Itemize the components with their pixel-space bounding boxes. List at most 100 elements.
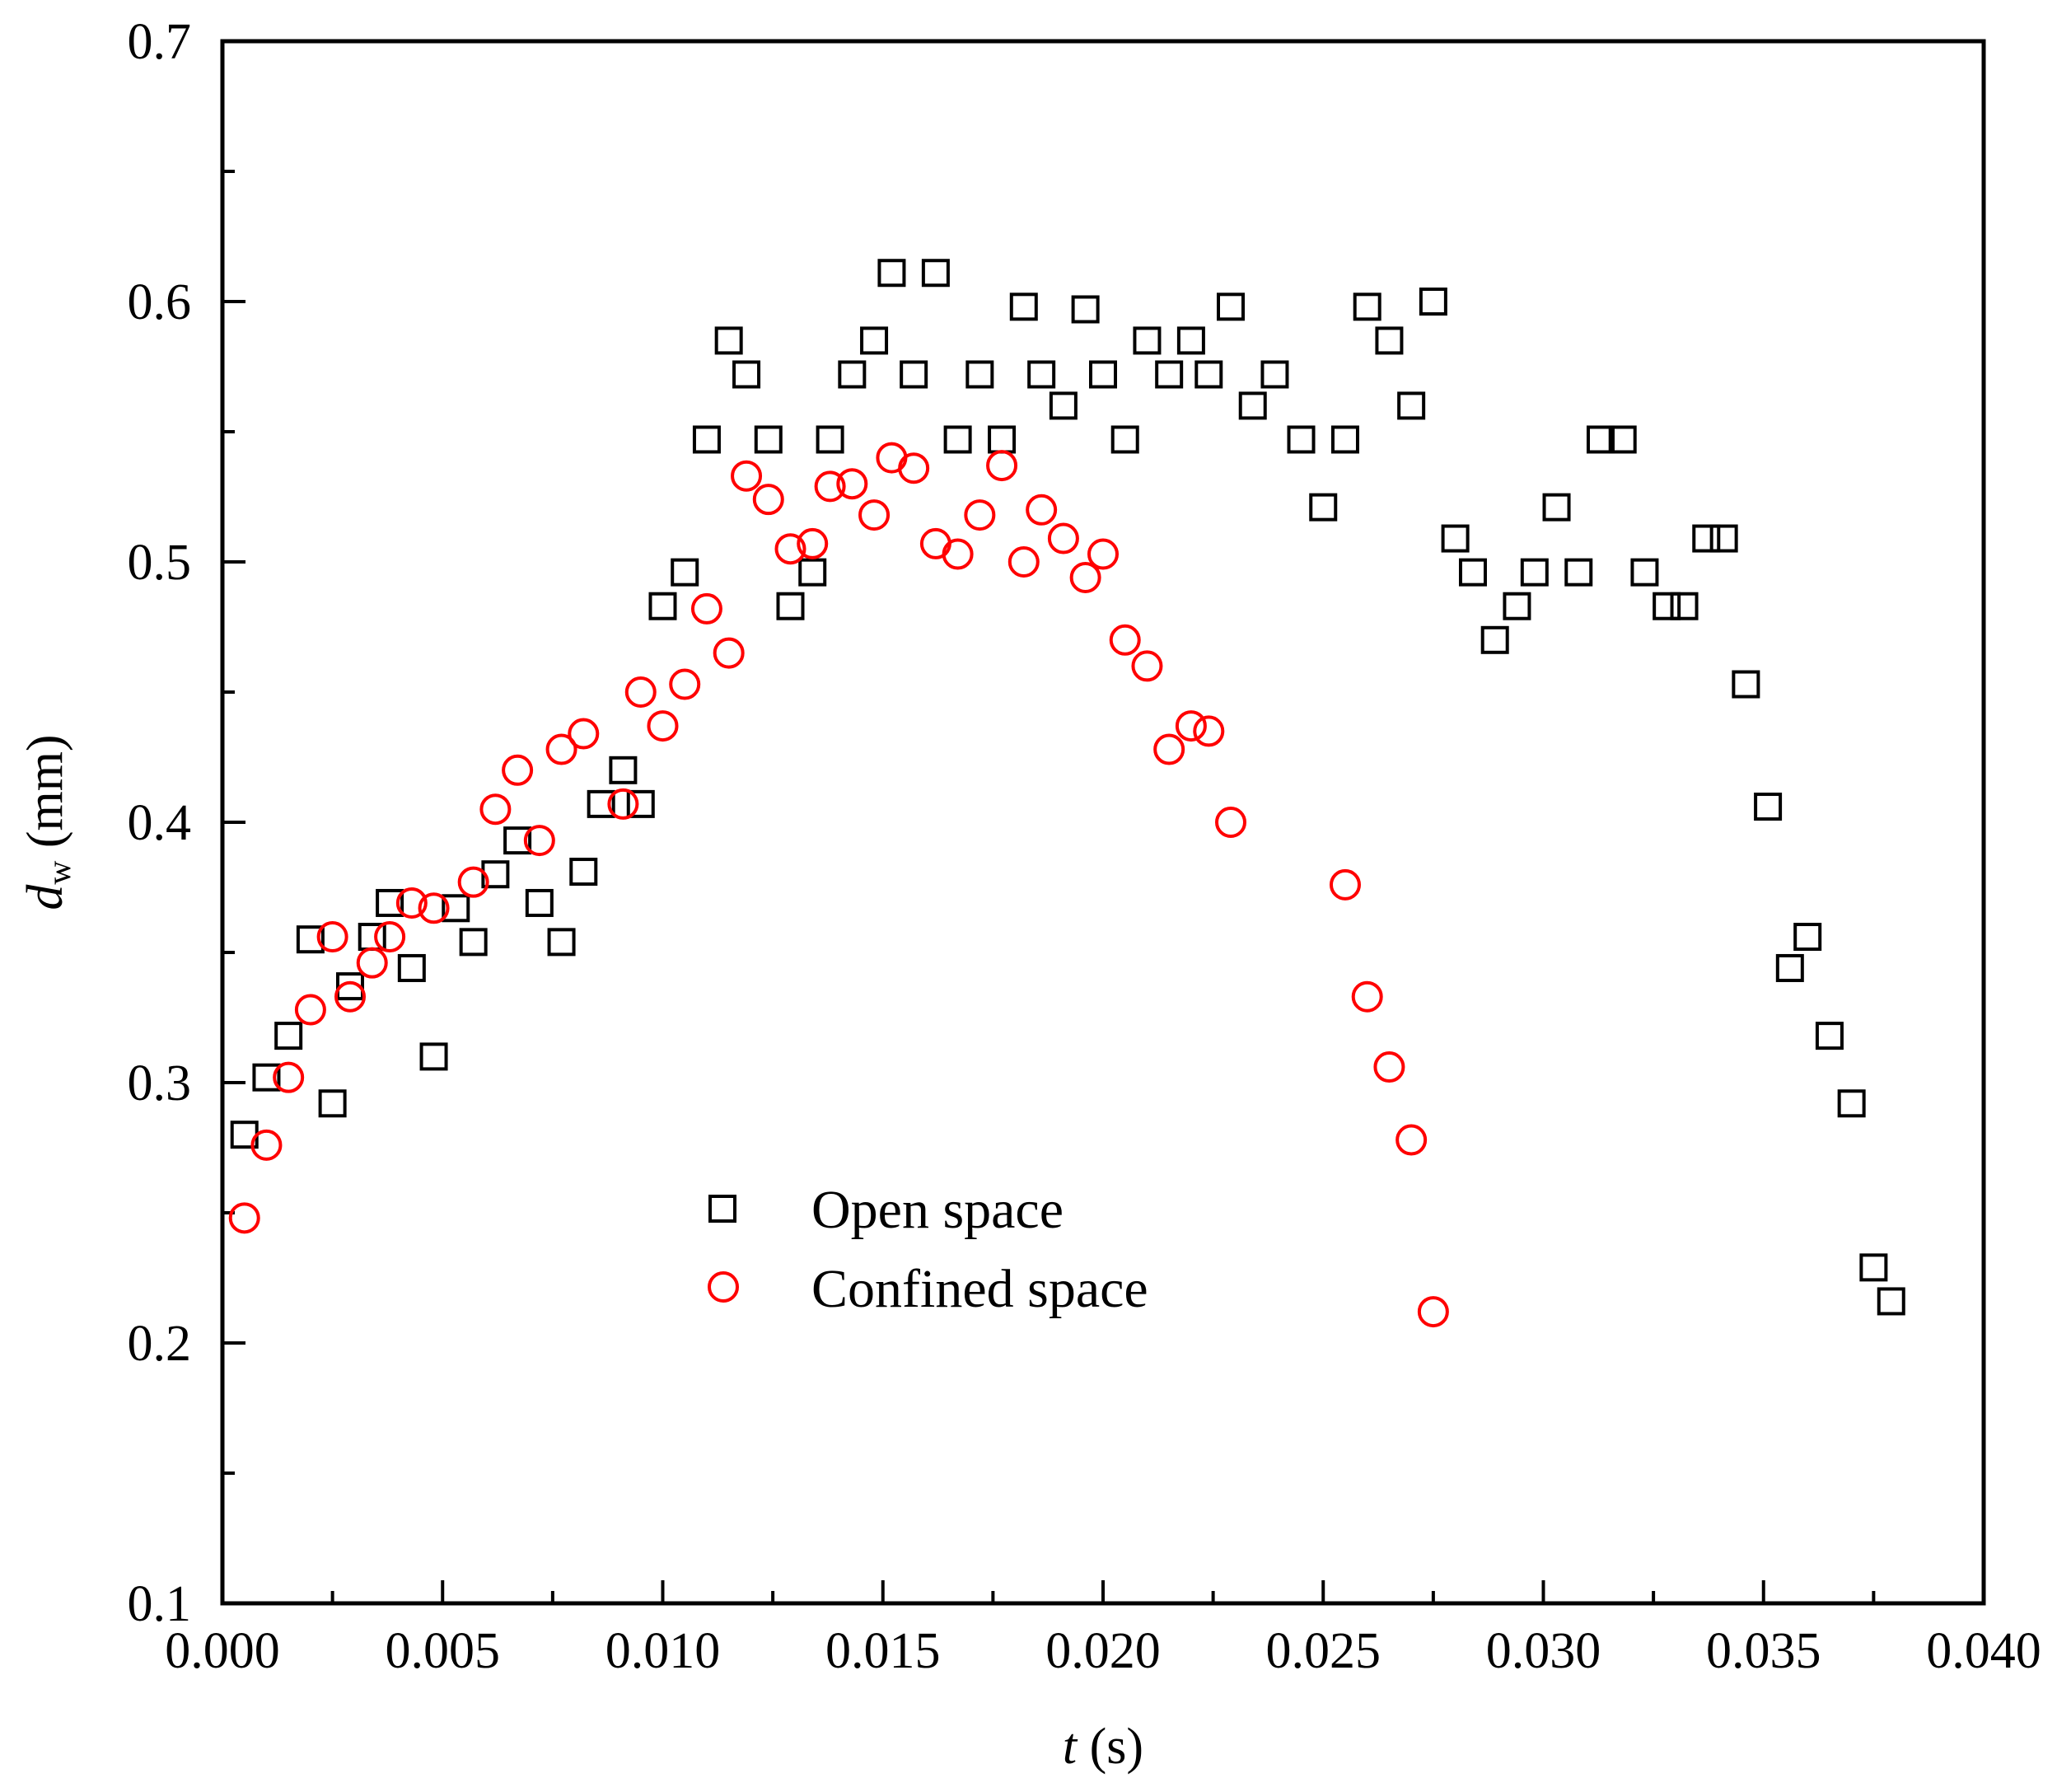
open-space-point [376, 888, 404, 917]
y-axis-label: dw (mm) [17, 734, 77, 910]
confined-space-point [1153, 733, 1185, 765]
y-tick-label: 0.5 [128, 535, 192, 591]
confined-space-point [1175, 710, 1207, 742]
open-space-point [900, 360, 928, 389]
open-space-point [1419, 288, 1447, 316]
confined-space-point [356, 947, 388, 979]
open-space-point [609, 756, 638, 784]
open-space-point [1309, 493, 1338, 522]
confined-space-point [797, 527, 829, 559]
confined-space-point [774, 533, 806, 565]
confined-space-point [898, 452, 930, 484]
open-space-point [754, 425, 783, 454]
open-space-point [1859, 1253, 1888, 1282]
y-tick-label: 0.7 [128, 14, 192, 70]
confined-space-point [1395, 1124, 1428, 1156]
open-space-point [1564, 558, 1593, 587]
confined-space-point [669, 668, 701, 700]
confined-space-point [568, 718, 600, 750]
confined-space-point [228, 1202, 260, 1234]
open-space-point [1542, 493, 1571, 522]
open-space-point [336, 972, 365, 1001]
open-space-point [1133, 326, 1162, 355]
open-space-point [1089, 360, 1117, 389]
confined-space-point [1417, 1296, 1449, 1328]
confined-space-point [334, 980, 367, 1013]
open-space-point [776, 592, 805, 620]
confined-space-point [607, 788, 639, 820]
open-space-point [732, 360, 761, 389]
open-space-point [459, 928, 488, 957]
open-space-point [838, 360, 867, 389]
y-axis-label-sub: w [40, 861, 77, 885]
series-confined-space [228, 442, 1449, 1328]
open-space-point [503, 826, 532, 855]
y-tick-label: 0.3 [128, 1055, 192, 1111]
x-tick-label: 0.000 [165, 1623, 280, 1679]
open-space-point [1441, 524, 1470, 553]
x-tick-label: 0.030 [1486, 1623, 1601, 1679]
open-space-point [1653, 592, 1681, 620]
confined-space-point [1215, 807, 1247, 838]
confined-space-point [1007, 546, 1040, 578]
open-space-point [1009, 292, 1038, 321]
open-space-point [1692, 524, 1721, 553]
open-space-point [1110, 425, 1139, 454]
open-space-point [1586, 425, 1615, 454]
y-tick-label: 0.6 [128, 274, 192, 330]
x-tick-label: 0.005 [386, 1623, 501, 1679]
open-space-point [714, 326, 743, 355]
confined-space-point [919, 527, 951, 559]
open-space-point [671, 558, 699, 587]
open-space-point [1754, 793, 1783, 821]
series-open-space [230, 259, 1905, 1316]
open-space-point [1458, 558, 1487, 587]
x-tick-label: 0.020 [1045, 1623, 1161, 1679]
open-space-point [860, 326, 889, 355]
legend: Open space Confined space [708, 1180, 1148, 1319]
confined-space-point [752, 484, 784, 516]
confined-space-point [294, 994, 326, 1026]
open-space-point [1375, 326, 1404, 355]
open-space-point [1775, 953, 1804, 982]
confined-space-point [986, 450, 1018, 482]
open-space-point [692, 425, 721, 454]
open-space-point [1397, 391, 1426, 420]
open-space-point [921, 259, 950, 288]
open-space-point [1155, 360, 1184, 389]
open-space-point [1793, 923, 1822, 952]
y-tick-label: 0.1 [128, 1576, 192, 1632]
confined-space-point [624, 676, 657, 708]
open-space-point [1071, 295, 1100, 324]
confined-space-point [814, 470, 846, 503]
confined-space-point [479, 793, 512, 826]
confined-space-point [545, 733, 577, 765]
open-space-point [296, 925, 325, 954]
open-space-point [1194, 360, 1223, 389]
open-space-point [648, 592, 677, 620]
confined-space-point [1109, 624, 1141, 656]
open-space-point [1709, 524, 1738, 553]
confined-space-point [502, 754, 534, 786]
x-axis-ticks: 0.000 0.005 0.010 0.015 0.020 0.025 0.030 0.035… [165, 1580, 2041, 1679]
open-space-point [1238, 391, 1267, 420]
open-space-point [1287, 425, 1316, 454]
open-space-point [1260, 360, 1289, 389]
open-space-point [547, 928, 576, 957]
open-space-point [419, 1042, 448, 1071]
open-space-point [252, 1063, 281, 1092]
confined-space-point [1026, 494, 1058, 526]
open-space-point [587, 789, 615, 818]
confined-space-point [1069, 561, 1101, 593]
confined-space-point [316, 921, 348, 953]
open-space-point [1503, 592, 1531, 620]
confined-space-point [374, 921, 406, 953]
x-tick-label: 0.015 [825, 1623, 941, 1679]
open-space-point [816, 425, 844, 454]
open-space-point [1877, 1287, 1905, 1316]
confined-space-point [1193, 715, 1225, 747]
open-space-point [877, 259, 906, 288]
confined-space-point [1087, 538, 1119, 570]
open-space-point [397, 953, 426, 982]
confined-space-point [1131, 650, 1163, 682]
